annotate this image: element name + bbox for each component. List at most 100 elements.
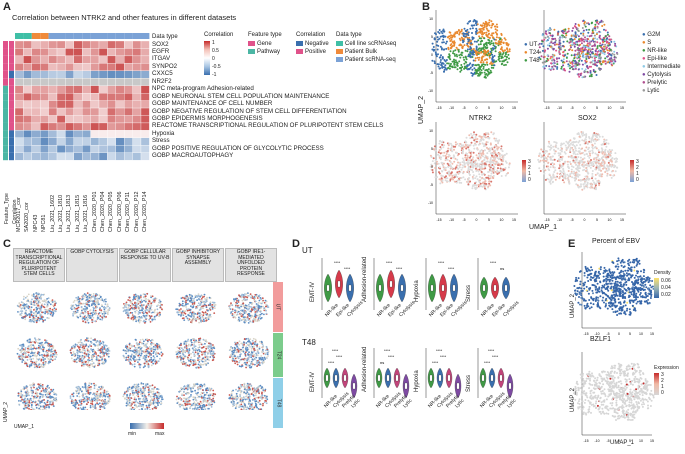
tick-x: 5 <box>596 106 598 110</box>
expr-4: 0 <box>661 390 664 396</box>
correlation-cell <box>9 48 14 56</box>
boxplot <box>377 374 381 382</box>
correlation-cell <box>9 130 14 138</box>
heatmap-cell <box>115 63 125 71</box>
heatmap-cell <box>90 130 100 138</box>
sig-label: **** <box>484 360 491 365</box>
heatmap-col-label: Chen_2020_P12 <box>133 191 140 232</box>
heatmap-cell <box>90 63 100 71</box>
boxplot <box>441 284 445 292</box>
density-3: 0.02 <box>661 292 671 298</box>
heatmap-cell <box>48 40 58 49</box>
heatmap-cell <box>140 122 150 131</box>
legend-t24: ● T24 <box>524 50 540 56</box>
heatmap-cell <box>132 55 142 64</box>
boxplot <box>326 284 330 292</box>
heatmap-cell <box>56 130 66 138</box>
heatmap-cell <box>82 145 91 153</box>
heatmap-cell <box>65 130 74 138</box>
tick-x: 15 <box>650 332 654 336</box>
tick-x: 0 <box>584 218 586 222</box>
tick-x: -5 <box>462 218 465 222</box>
tick-x: 10 <box>500 106 504 110</box>
correlation-cell <box>9 55 14 64</box>
legend-negative: Negative <box>296 41 329 48</box>
heatmap-cell <box>23 93 32 101</box>
heatmap-cell <box>73 122 83 131</box>
pathway-caption: GOBP CYTOLYSIS <box>66 248 118 282</box>
heatmap-cell <box>140 70 150 79</box>
heatmap-cell <box>98 122 108 131</box>
heatmap-cell <box>14 122 24 131</box>
sig-label: **** <box>440 354 447 359</box>
tick-x: -15 <box>583 332 588 336</box>
tick-x: -10 <box>449 218 454 222</box>
heatmap-cell <box>31 78 41 86</box>
heatmap-cell <box>82 55 91 64</box>
legend-data-type-title: Data type <box>336 32 362 38</box>
heatmap-cell <box>115 152 125 161</box>
heatmap-cell <box>107 122 116 131</box>
heatmap-cell <box>107 55 116 64</box>
datatype-cell <box>31 33 41 39</box>
heatmap-cell <box>14 145 24 153</box>
legend-patient-bulk: Patient Bulk <box>336 49 377 56</box>
heatmap-cell <box>82 40 91 49</box>
heatmap-cell <box>65 152 74 161</box>
panel-c-colorbar <box>130 423 164 429</box>
heatmap-cell <box>73 107 83 116</box>
boxplot <box>438 374 442 382</box>
panel-e-ylabel-bottom: UMAP_2 <box>570 387 576 412</box>
heatmap-cell <box>98 85 108 94</box>
feature-type-cell <box>3 70 8 79</box>
heatmap-cell <box>73 152 83 161</box>
heatmap-cell <box>40 55 49 64</box>
boxplot <box>395 374 399 382</box>
heatmap-cell <box>14 40 24 49</box>
tick-y: 0 <box>431 53 433 57</box>
expression-colorbar <box>522 160 526 182</box>
heatmap-row-label: SOX2 <box>152 40 169 48</box>
tick-x: 0 <box>584 106 586 110</box>
feature-type-cell <box>3 130 8 138</box>
datatype-cell <box>124 33 133 39</box>
boxplot <box>499 374 503 382</box>
heatmap-cell <box>65 93 74 101</box>
boxplot <box>493 284 497 292</box>
heatmap-cell <box>107 63 116 71</box>
datatype-cell <box>132 33 141 39</box>
heatmap-col-label: Liu_2021_1602 <box>49 194 56 232</box>
tick-x: -5 <box>570 106 573 110</box>
heatmap-cell <box>65 40 74 49</box>
ntrk2-title: NTRK2 <box>469 115 492 122</box>
heatmap-cell <box>115 55 125 64</box>
datatype-cell <box>65 33 74 39</box>
boxplot <box>337 280 341 288</box>
heatmap-cell <box>48 85 58 94</box>
legend-gene: Gene <box>248 41 272 48</box>
heatmap-cell <box>23 152 32 161</box>
heatmap-cell <box>140 152 150 161</box>
datatype-cell <box>40 33 49 39</box>
heatmap-cell <box>82 122 91 131</box>
heatmap-cell <box>31 122 41 131</box>
heatmap-cell <box>107 93 116 101</box>
legend-pathway: Pathway <box>248 49 280 56</box>
sig-label: **** <box>334 260 341 265</box>
heatmap-cell <box>23 137 32 146</box>
heatmap-cell <box>140 130 150 138</box>
heatmap-cell <box>65 55 74 64</box>
heatmap-cell <box>132 70 142 79</box>
tick-y: -10 <box>428 201 433 205</box>
heatmap-cell <box>14 78 24 86</box>
boxplot <box>508 382 512 390</box>
heatmap-cell <box>48 93 58 101</box>
heatmap-cell <box>90 100 100 109</box>
legend-scale-5: -1 <box>212 72 217 78</box>
datatype-cell <box>115 33 125 39</box>
heatmap-cell <box>14 55 24 64</box>
heatmap-cell <box>132 85 142 94</box>
heatmap-cell <box>48 70 58 79</box>
panel-e-label: E <box>568 238 576 250</box>
tick-x: 15 <box>620 218 624 222</box>
